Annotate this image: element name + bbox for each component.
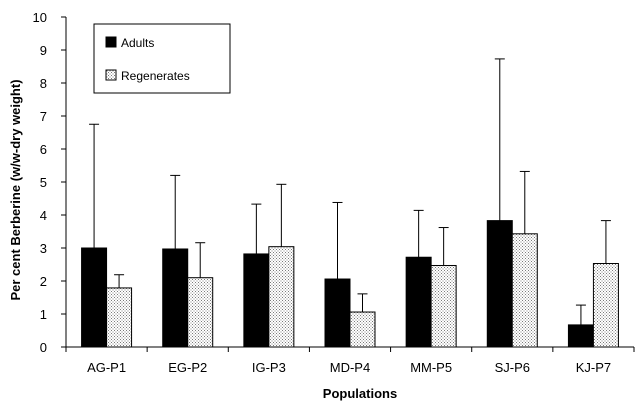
bar-regenerates-md-p4 <box>349 311 376 348</box>
x-tick-label-md-p4: MD-P4 <box>330 360 370 375</box>
bar-regenerates-ig-p3 <box>268 246 295 348</box>
x-tick-label-eg-p2: EG-P2 <box>168 360 207 375</box>
bars <box>81 220 619 348</box>
bar-adults-eg-p2 <box>162 248 189 348</box>
y-tick-label-8: 8 <box>40 76 47 91</box>
legend: Adults Regenerates <box>93 23 231 94</box>
y-tick-label-7: 7 <box>40 109 47 124</box>
y-tick-label-3: 3 <box>40 241 47 256</box>
y-tick-label-10: 10 <box>33 10 47 25</box>
y-tick-label-2: 2 <box>40 274 47 289</box>
x-tick-label-kj-p7: KJ-P7 <box>576 360 611 375</box>
x-tick-label-mm-p5: MM-P5 <box>410 360 452 375</box>
bar-regenerates-sj-p6 <box>511 233 538 348</box>
x-tick-label-ag-p1: AG-P1 <box>87 360 126 375</box>
bar-regenerates-ag-p1 <box>106 287 133 348</box>
bar-adults-kj-p7 <box>567 324 594 348</box>
legend-swatch-regenerates <box>105 69 117 81</box>
bar-adults-md-p4 <box>324 278 351 348</box>
bar-regenerates-mm-p5 <box>430 264 457 348</box>
x-tick-label-sj-p6: SJ-P6 <box>495 360 530 375</box>
legend-label-adults: Adults <box>121 36 154 50</box>
x-axis-title: Populations <box>323 386 397 401</box>
y-tick-label-9: 9 <box>40 43 47 58</box>
axes <box>61 16 635 352</box>
y-axis-title: Per cent Berberine (w/w-dry weight) <box>8 79 23 300</box>
y-tick-label-4: 4 <box>40 208 47 223</box>
y-tick-label-0: 0 <box>40 340 47 355</box>
error-bars <box>89 58 611 325</box>
y-tick-label-5: 5 <box>40 175 47 190</box>
bar-regenerates-eg-p2 <box>187 277 214 348</box>
x-tick-label-ig-p3: IG-P3 <box>252 360 286 375</box>
bar-regenerates-kj-p7 <box>592 263 619 348</box>
bar-adults-ag-p1 <box>81 247 108 348</box>
bar-adults-sj-p6 <box>486 220 513 348</box>
legend-label-regenerates: Regenerates <box>121 69 190 83</box>
y-tick-label-6: 6 <box>40 142 47 157</box>
bar-adults-ig-p3 <box>243 253 270 348</box>
legend-swatch-adults <box>105 36 117 48</box>
legend-box <box>93 23 231 94</box>
bar-adults-mm-p5 <box>405 256 432 348</box>
tick-labels: 0 1 2 3 4 5 6 7 8 9 10 AG-P1 EG-P2 IG-P3 MD-P4 MM-P5 SJ-… <box>33 10 612 375</box>
y-tick-label-1: 1 <box>40 307 47 322</box>
